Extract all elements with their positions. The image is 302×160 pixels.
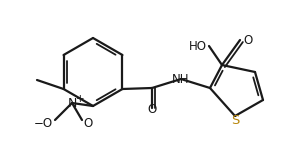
Text: −O: −O [34,116,53,129]
Text: O: O [243,33,253,47]
Text: +: + [76,94,85,104]
Text: O: O [83,116,93,129]
Text: NH: NH [172,72,190,85]
Text: N: N [67,96,77,109]
Text: HO: HO [189,40,207,52]
Text: S: S [231,113,239,127]
Text: O: O [147,103,157,116]
